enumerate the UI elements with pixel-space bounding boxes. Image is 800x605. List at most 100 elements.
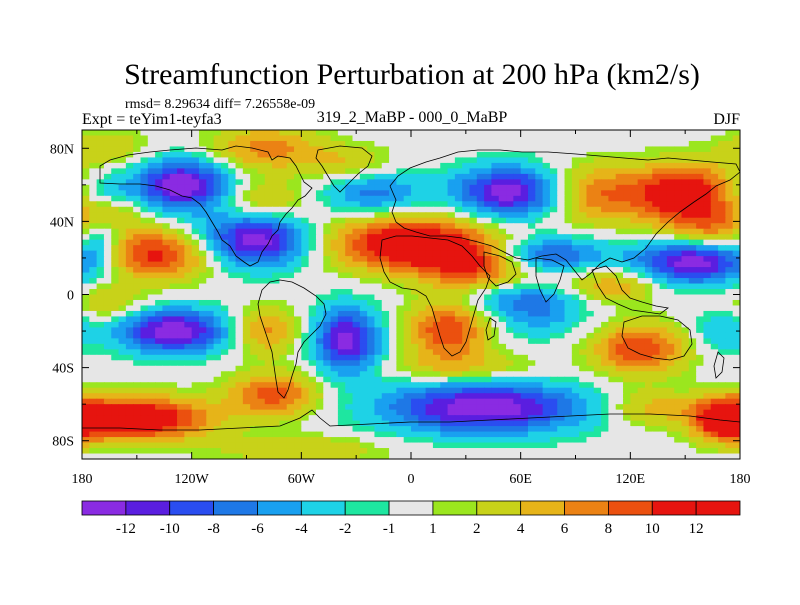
field-cell — [337, 338, 346, 345]
field-cell — [718, 415, 726, 422]
field-cell — [133, 267, 142, 274]
field-cell — [652, 409, 661, 416]
field-cell — [220, 195, 229, 202]
field-cell — [476, 206, 485, 213]
field-cell — [498, 404, 507, 411]
field-cell — [374, 321, 383, 328]
field-cell — [476, 245, 485, 252]
field-cell — [308, 217, 317, 224]
field-cell — [710, 184, 719, 191]
field-cell — [213, 387, 222, 394]
field-cell — [506, 140, 514, 148]
field-cell — [476, 387, 485, 394]
field-cell — [637, 387, 646, 394]
field-cell — [418, 261, 427, 268]
field-cell — [681, 299, 690, 307]
field-cell — [469, 140, 478, 148]
field-cell — [345, 365, 354, 372]
field-cell — [140, 294, 149, 301]
field-cell — [623, 201, 631, 208]
field-cell — [549, 398, 558, 405]
field-cell — [111, 321, 120, 328]
field-cell — [557, 321, 566, 328]
field-cell — [367, 371, 376, 378]
field-cell — [250, 190, 259, 197]
field-cell — [666, 420, 675, 427]
field-cell — [411, 168, 419, 175]
field-cell — [498, 420, 507, 427]
field-cell — [557, 267, 566, 274]
field-cell — [272, 217, 280, 224]
field-cell — [732, 349, 740, 356]
field-cell — [644, 332, 653, 339]
field-cell — [659, 135, 668, 142]
field-cell — [608, 135, 617, 142]
field-cell — [615, 250, 624, 257]
field-cell — [250, 343, 259, 350]
field-cell — [476, 223, 485, 230]
field-cell — [184, 146, 193, 153]
field-cell — [272, 338, 280, 345]
field-cell — [367, 409, 376, 416]
field-cell — [381, 179, 390, 186]
field-cell — [315, 349, 324, 356]
field-cell — [469, 365, 478, 372]
field-cell — [169, 398, 178, 405]
field-cell — [666, 349, 675, 356]
field-cell — [242, 409, 251, 416]
field-cell — [601, 310, 609, 318]
field-cell — [308, 365, 317, 372]
field-cell — [557, 349, 566, 356]
field-cell — [111, 223, 120, 230]
field-cell — [235, 431, 244, 438]
field-cell — [484, 387, 493, 394]
field-cell — [82, 190, 90, 197]
field-cell — [250, 305, 259, 312]
field-cell — [162, 420, 171, 427]
field-cell — [564, 261, 573, 268]
field-cell — [191, 135, 200, 142]
field-cell — [718, 404, 726, 411]
field-cell — [337, 305, 346, 312]
field-cell — [623, 140, 631, 148]
field-cell — [323, 299, 332, 307]
field-cell — [162, 256, 171, 263]
field-cell — [396, 338, 405, 345]
field-cell — [652, 195, 661, 202]
field-cell — [286, 179, 295, 186]
field-cell — [688, 289, 697, 296]
field-cell — [381, 256, 390, 263]
field-cell — [359, 267, 368, 274]
field-cell — [396, 393, 405, 400]
field-cell — [615, 267, 624, 274]
field-cell — [732, 343, 740, 350]
field-cell — [177, 201, 185, 208]
field-cell — [103, 256, 112, 263]
field-cell — [396, 371, 405, 378]
field-cell — [513, 261, 522, 268]
field-cell — [498, 360, 507, 367]
field-cell — [272, 245, 280, 252]
field-cell — [447, 393, 456, 400]
field-cell — [615, 217, 624, 224]
field-cell — [359, 431, 368, 438]
field-cell — [169, 234, 178, 241]
field-cell — [681, 201, 690, 208]
field-cell — [323, 310, 332, 318]
field-cell — [118, 245, 127, 252]
field-cell — [345, 140, 354, 148]
field-cell — [637, 179, 646, 186]
field-cell — [118, 327, 127, 334]
field-cell — [374, 173, 383, 180]
field-cell — [242, 426, 251, 433]
field-cell — [520, 212, 529, 219]
field-cell — [732, 420, 740, 427]
field-cell — [579, 195, 588, 202]
field-cell — [111, 305, 120, 312]
field-cell — [725, 256, 734, 263]
field-cell — [323, 376, 332, 383]
field-cell — [498, 267, 507, 274]
field-cell — [147, 272, 156, 279]
field-cell — [381, 398, 390, 405]
